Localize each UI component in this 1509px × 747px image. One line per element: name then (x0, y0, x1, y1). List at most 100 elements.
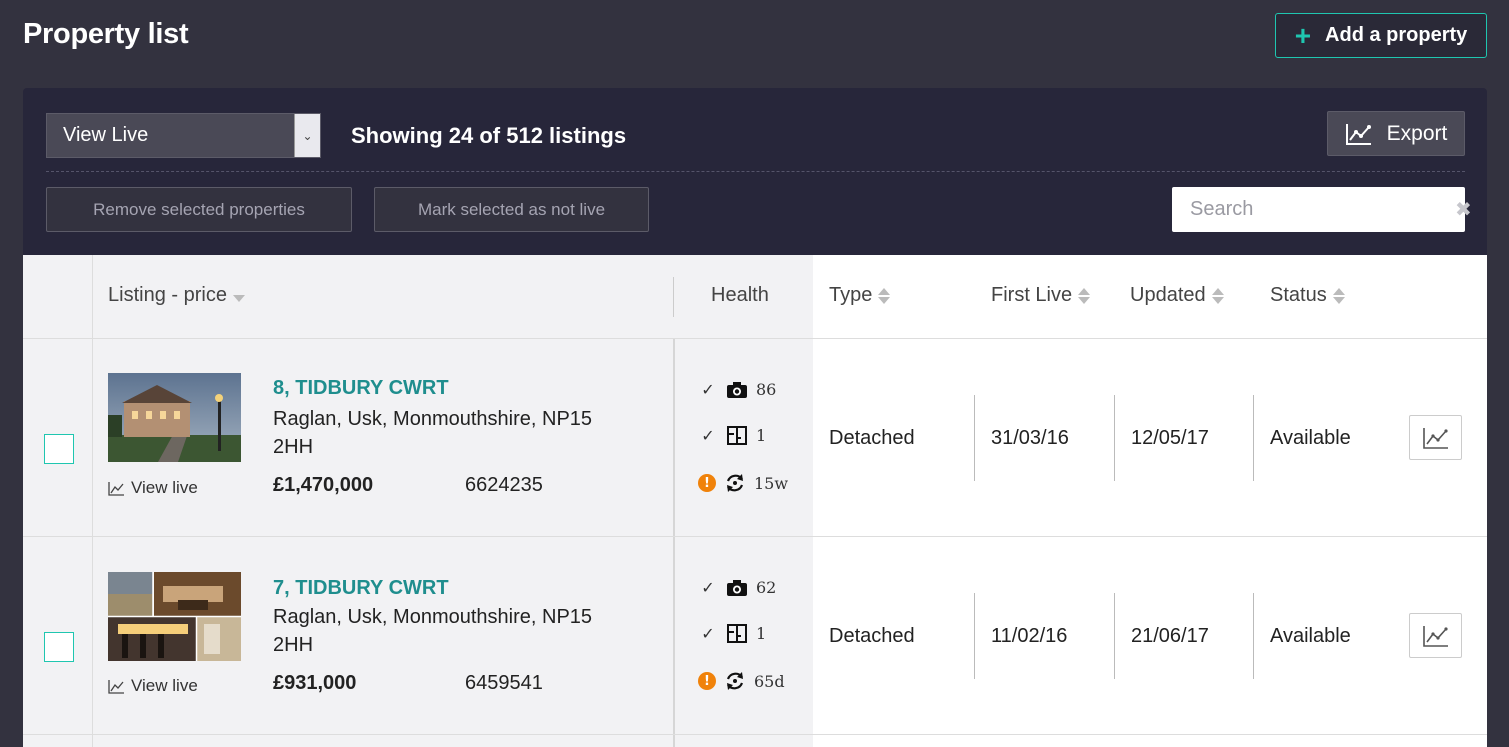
health-age: ! 15w (698, 472, 788, 494)
view-select-value: View Live (63, 124, 149, 146)
sort-icon (1211, 287, 1224, 304)
property-type: Detached (829, 625, 915, 647)
cell-divider (1253, 593, 1254, 679)
warning-icon: ! (698, 474, 716, 492)
floorplan-icon (727, 426, 747, 445)
col-updated-label: Updated (1130, 284, 1206, 306)
toolbar-panel: View Live ⌄ Showing 24 of 512 listings E… (23, 88, 1487, 255)
checkbox-column (23, 255, 93, 747)
table-row: View live 7, TIDBURY CWRT Raglan, Usk, M… (23, 537, 1487, 735)
row-checkbox[interactable] (44, 434, 74, 464)
property-title-link[interactable]: 8, TIDBURY CWRT (273, 377, 449, 399)
camera-icon (727, 381, 747, 398)
property-photo (108, 373, 241, 462)
sort-icon (878, 287, 891, 304)
health-age: ! 65d (698, 670, 785, 692)
warning-icon: ! (698, 672, 716, 690)
health-floorplans: ✓ 1 (698, 623, 766, 643)
chart-icon (108, 679, 124, 694)
listing-age: 65d (754, 671, 785, 691)
floorplan-count: 1 (756, 623, 767, 643)
view-live-link[interactable]: View live (108, 676, 198, 696)
col-first-live-label: First Live (991, 284, 1073, 306)
col-first-live[interactable]: First Live (991, 284, 1091, 307)
first-live-date: 11/02/16 (991, 625, 1068, 647)
cell-divider (974, 593, 975, 679)
col-listing-price[interactable]: Listing - price (108, 284, 245, 307)
table-row: View live 8, TIDBURY CWRT Raglan, Usk, M… (23, 339, 1487, 537)
col-health-label: Health (711, 284, 769, 306)
col-health: Health (711, 284, 769, 307)
cell-divider (1253, 395, 1254, 481)
col-updated[interactable]: Updated (1130, 284, 1224, 307)
check-icon: ✓ (701, 425, 715, 445)
listing-age: 15w (754, 473, 789, 493)
add-property-label: Add a property (1325, 24, 1468, 46)
health-floorplans: ✓ 1 (698, 425, 766, 445)
remove-selected-button[interactable]: Remove selected properties (46, 187, 352, 232)
clear-search-icon[interactable]: ✖ (1455, 199, 1472, 221)
listing-column (93, 255, 813, 747)
refresh-icon (726, 474, 744, 492)
col-status[interactable]: Status (1270, 284, 1345, 307)
chart-icon (1345, 123, 1371, 145)
property-type: Detached (829, 427, 915, 449)
view-live-link[interactable]: View live (108, 478, 198, 498)
property-price: £931,000 (273, 672, 357, 694)
sort-icon (1078, 287, 1091, 304)
chart-icon (108, 481, 124, 496)
first-live-date: 31/03/16 (991, 427, 1069, 449)
cell-divider (974, 395, 975, 481)
search-box: ✖ (1172, 187, 1472, 232)
property-price: £1,470,000 (273, 474, 374, 496)
updated-date: 12/05/17 (1131, 427, 1209, 449)
row-stats-button[interactable] (1409, 613, 1462, 658)
view-live-label: View live (131, 478, 198, 497)
floorplan-icon (727, 624, 747, 643)
property-ref: 6624235 (465, 474, 543, 496)
col-listing-price-label: Listing - price (108, 284, 227, 306)
view-select[interactable]: View Live ⌄ (46, 113, 321, 158)
check-icon: ✓ (701, 578, 715, 597)
property-ref: 6459541 (465, 672, 543, 694)
photo-count: 86 (756, 380, 777, 399)
chevron-down-icon[interactable]: ⌄ (294, 114, 320, 157)
export-label: Export (1386, 121, 1448, 145)
header-divider (673, 277, 674, 317)
health-divider (673, 339, 675, 747)
camera-icon (727, 579, 747, 596)
refresh-icon (726, 672, 744, 690)
check-icon: ✓ (701, 623, 715, 643)
search-input[interactable] (1190, 198, 1455, 221)
col-type-label: Type (829, 284, 873, 306)
health-photos: ✓ 62 (698, 578, 776, 597)
row-checkbox[interactable] (44, 632, 74, 662)
property-title-link[interactable]: 7, TIDBURY CWRT (273, 577, 449, 599)
toolbar-divider (46, 171, 1465, 172)
property-status: Available (1270, 625, 1351, 647)
property-photo (108, 572, 241, 661)
view-live-label: View live (131, 676, 198, 695)
sort-icon (1332, 287, 1345, 304)
mark-not-live-button[interactable]: Mark selected as not live (374, 187, 649, 232)
cell-divider (1114, 593, 1115, 679)
chart-icon (1422, 625, 1448, 647)
floorplan-count: 1 (756, 425, 767, 445)
listing-count: Showing 24 of 512 listings (351, 123, 627, 148)
table-header: Listing - price Health Type First Live U… (23, 255, 1487, 339)
check-icon: ✓ (701, 380, 715, 399)
property-status: Available (1270, 427, 1351, 449)
property-table: Listing - price Health Type First Live U… (23, 255, 1487, 747)
export-button[interactable]: Export (1327, 111, 1465, 156)
plus-icon: + (1294, 19, 1312, 51)
updated-date: 21/06/17 (1131, 625, 1209, 647)
chart-icon (1422, 427, 1448, 449)
property-address: Raglan, Usk, Monmouthshire, NP15 2HH (273, 408, 593, 458)
photo-count: 62 (756, 578, 777, 597)
add-property-button[interactable]: + Add a property (1275, 13, 1487, 58)
sort-down-icon (232, 295, 245, 302)
col-type[interactable]: Type (829, 284, 891, 307)
row-stats-button[interactable] (1409, 415, 1462, 460)
col-status-label: Status (1270, 284, 1327, 306)
property-address: Raglan, Usk, Monmouthshire, NP15 2HH (273, 606, 593, 656)
